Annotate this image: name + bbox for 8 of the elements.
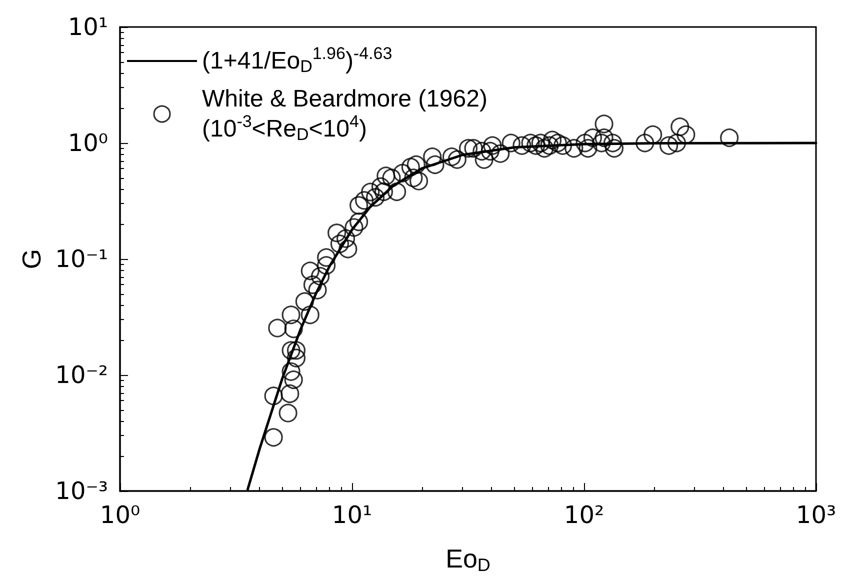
y-tick-label: 10⁻² — [55, 361, 108, 389]
y-axis-title: G — [16, 248, 46, 270]
x-tick-label: 10³ — [796, 501, 836, 529]
y-tick-label: 10¹ — [68, 13, 108, 41]
x-tick-label: 10¹ — [332, 501, 372, 529]
y-tick-label: 10⁻¹ — [55, 245, 108, 273]
y-tick-label: 10⁰ — [68, 129, 108, 157]
x-tick-label: 10² — [564, 501, 604, 529]
